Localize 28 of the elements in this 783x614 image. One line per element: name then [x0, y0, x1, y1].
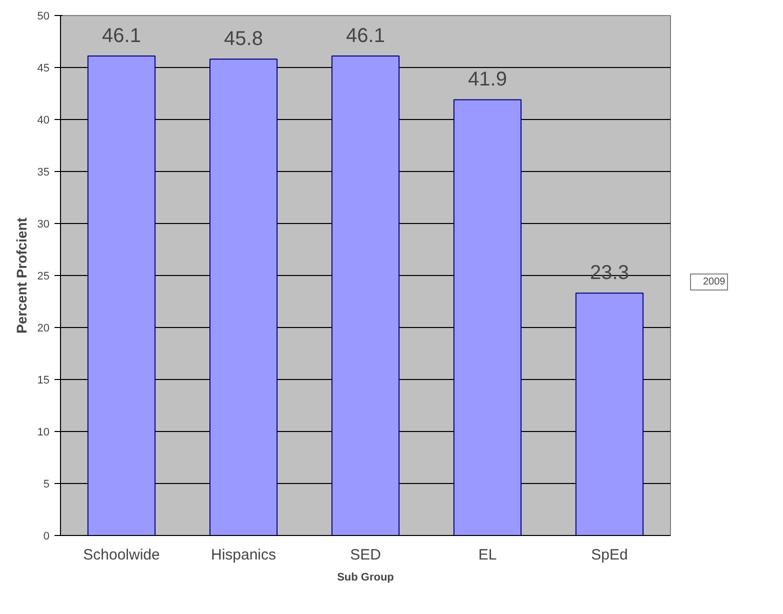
y-tick-label: 50: [37, 10, 50, 22]
y-tick-label: 20: [37, 322, 50, 334]
bar: [575, 292, 644, 536]
y-tick-label: 40: [37, 114, 50, 126]
data-label: 41.9: [468, 68, 507, 91]
y-axis-title: Percent Profcient: [13, 217, 30, 334]
x-tick-label: SpEd: [591, 546, 628, 564]
y-tick-label: 0: [43, 530, 50, 542]
x-tick-label: EL: [478, 546, 497, 564]
x-axis-title: Sub Group: [337, 572, 394, 584]
x-tick-label: SED: [350, 546, 382, 564]
bar: [209, 58, 278, 536]
y-tick-label: 30: [37, 218, 50, 230]
y-tick-label: 45: [37, 62, 50, 74]
bar: [331, 56, 400, 536]
data-label: 46.1: [102, 25, 141, 48]
y-tick-label: 15: [37, 374, 50, 386]
y-tick-label: 25: [37, 270, 50, 282]
x-tick-label: Schoolwide: [83, 546, 160, 564]
text: 2009: [703, 276, 726, 288]
x-tick-label: Hispanics: [210, 546, 276, 564]
y-tick-label: 5: [43, 478, 50, 490]
y-tick-label: 10: [37, 426, 50, 438]
bar: [87, 56, 156, 536]
data-label: 45.8: [224, 28, 263, 50]
bar: [453, 99, 522, 536]
y-tick-label: 35: [37, 166, 50, 178]
data-label: 46.1: [346, 25, 385, 48]
